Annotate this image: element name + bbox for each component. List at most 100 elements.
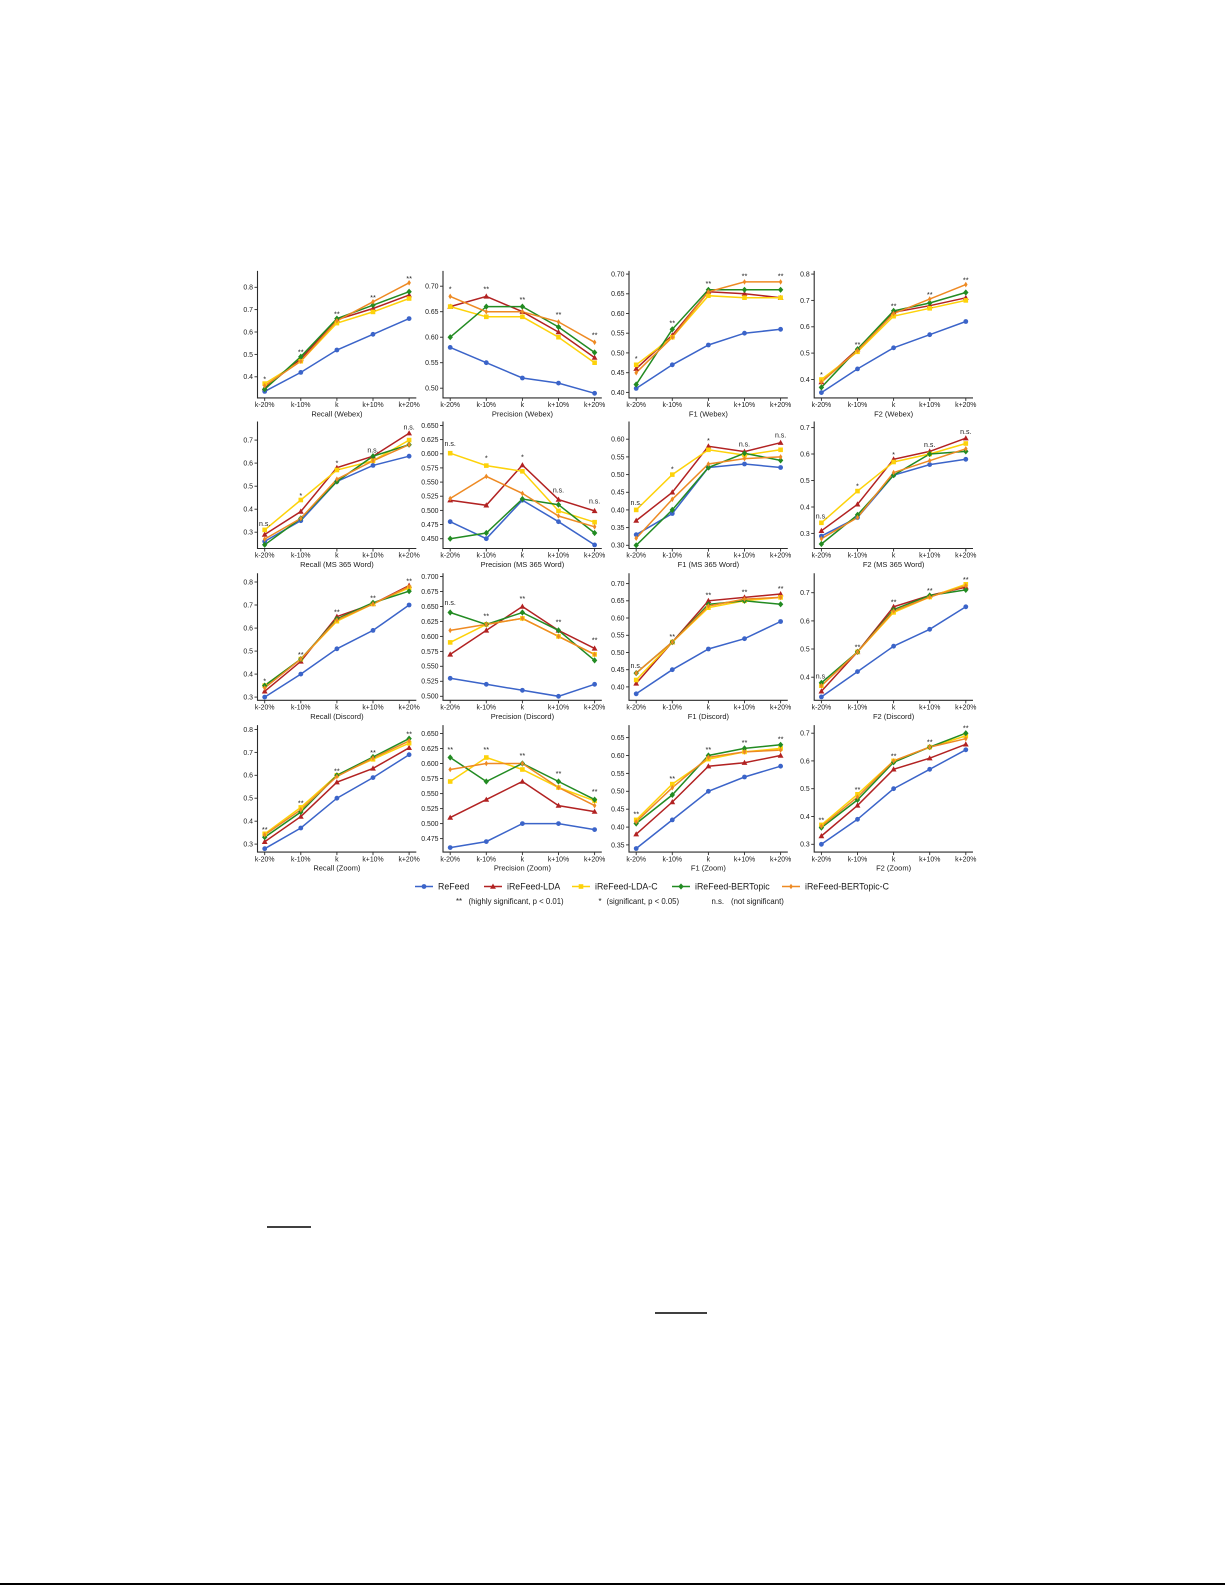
svg-text:0.8: 0.8 — [243, 727, 253, 734]
svg-text:0.550: 0.550 — [421, 480, 438, 487]
svg-text:k-10%: k-10% — [848, 402, 868, 409]
svg-text:**: ** — [334, 310, 340, 319]
svg-text:**: ** — [370, 594, 376, 603]
svg-text:F2 (Zoom): F2 (Zoom) — [876, 864, 912, 873]
svg-text:k+10%: k+10% — [919, 402, 940, 409]
svg-text:*: * — [707, 436, 710, 445]
svg-text:0.6: 0.6 — [800, 324, 810, 331]
svg-text:0.625: 0.625 — [421, 746, 438, 753]
svg-text:*: * — [671, 464, 674, 473]
svg-text:**: ** — [556, 618, 562, 627]
svg-text:0.40: 0.40 — [611, 507, 625, 514]
svg-text:**: ** — [334, 766, 340, 775]
svg-text:**: ** — [669, 774, 675, 783]
svg-text:0.500: 0.500 — [421, 821, 438, 828]
svg-text:k-20%: k-20% — [255, 856, 275, 863]
svg-text:0.600: 0.600 — [421, 761, 438, 768]
svg-text:**: ** — [334, 608, 340, 617]
svg-text:n.s.: n.s. — [960, 429, 971, 436]
svg-text:*: * — [599, 897, 602, 906]
svg-text:k+20%: k+20% — [584, 402, 605, 409]
svg-text:0.525: 0.525 — [421, 806, 438, 813]
svg-text:0.625: 0.625 — [421, 437, 438, 444]
svg-text:0.700: 0.700 — [421, 574, 438, 581]
svg-text:n.s.: n.s. — [367, 447, 378, 454]
svg-text:0.675: 0.675 — [421, 589, 438, 596]
svg-text:**: ** — [406, 274, 412, 283]
svg-text:0.6: 0.6 — [800, 451, 810, 458]
svg-text:k-10%: k-10% — [848, 856, 868, 863]
svg-text:F1 (Webex): F1 (Webex) — [689, 410, 729, 419]
svg-text:**: ** — [483, 612, 489, 621]
svg-text:k: k — [892, 553, 896, 560]
svg-text:F1 (Zoom): F1 (Zoom) — [691, 864, 727, 873]
svg-text:0.4: 0.4 — [800, 675, 810, 682]
svg-text:k+10%: k+10% — [548, 553, 569, 560]
svg-text:0.50: 0.50 — [425, 386, 439, 393]
svg-text:k-10%: k-10% — [291, 856, 311, 863]
svg-text:k-20%: k-20% — [440, 402, 460, 409]
svg-text:k-10%: k-10% — [663, 705, 683, 712]
svg-text:n.s.: n.s. — [712, 897, 725, 906]
svg-text:**: ** — [963, 724, 969, 733]
svg-text:(not significant): (not significant) — [731, 897, 784, 906]
svg-text:k-20%: k-20% — [812, 553, 832, 560]
svg-text:**: ** — [706, 591, 712, 600]
svg-text:*: * — [820, 370, 823, 379]
svg-text:k+20%: k+20% — [770, 553, 791, 560]
svg-text:0.5: 0.5 — [800, 351, 810, 358]
svg-text:0.50: 0.50 — [611, 472, 625, 479]
svg-text:k-20%: k-20% — [626, 553, 646, 560]
svg-text:0.650: 0.650 — [421, 604, 438, 611]
svg-text:0.70: 0.70 — [611, 581, 625, 588]
svg-text:*: * — [635, 354, 638, 363]
svg-text:0.55: 0.55 — [611, 454, 625, 461]
svg-text:k-20%: k-20% — [812, 402, 832, 409]
svg-text:k: k — [521, 705, 525, 712]
svg-text:**: ** — [963, 275, 969, 284]
svg-text:(significant, p < 0.05): (significant, p < 0.05) — [607, 897, 680, 906]
svg-text:0.7: 0.7 — [243, 438, 253, 445]
svg-text:k: k — [707, 553, 711, 560]
svg-text:ReFeed: ReFeed — [438, 882, 469, 892]
svg-text:0.4: 0.4 — [243, 819, 253, 826]
svg-text:0.650: 0.650 — [421, 731, 438, 738]
svg-text:0.6: 0.6 — [243, 329, 253, 336]
svg-text:0.5: 0.5 — [243, 796, 253, 803]
svg-text:k-20%: k-20% — [626, 705, 646, 712]
svg-text:k-10%: k-10% — [477, 705, 497, 712]
svg-text:0.5: 0.5 — [243, 484, 253, 491]
svg-text:k: k — [335, 705, 339, 712]
svg-text:0.3: 0.3 — [243, 695, 253, 702]
svg-text:Recall (MS 365 Word): Recall (MS 365 Word) — [300, 560, 374, 569]
svg-text:Precision (Discord): Precision (Discord) — [491, 712, 555, 721]
svg-text:0.550: 0.550 — [421, 664, 438, 671]
svg-text:0.6: 0.6 — [243, 773, 253, 780]
svg-text:*: * — [485, 453, 488, 462]
svg-text:k-10%: k-10% — [291, 705, 311, 712]
svg-text:**: ** — [778, 271, 784, 280]
svg-text:0.60: 0.60 — [611, 753, 625, 760]
svg-text:k-20%: k-20% — [440, 705, 460, 712]
svg-text:0.45: 0.45 — [611, 490, 625, 497]
svg-text:**: ** — [520, 594, 526, 603]
svg-text:0.8: 0.8 — [243, 285, 253, 292]
svg-text:0.65: 0.65 — [425, 309, 439, 316]
svg-text:k-10%: k-10% — [663, 402, 683, 409]
svg-text:k+20%: k+20% — [955, 553, 976, 560]
svg-text:k: k — [892, 402, 896, 409]
svg-text:k-10%: k-10% — [663, 856, 683, 863]
svg-text:**: ** — [819, 815, 825, 824]
svg-text:Precision (MS 365 Word): Precision (MS 365 Word) — [481, 560, 565, 569]
svg-text:n.s.: n.s. — [739, 441, 750, 448]
svg-text:k: k — [892, 856, 896, 863]
svg-text:0.65: 0.65 — [611, 291, 625, 298]
svg-text:0.35: 0.35 — [611, 842, 625, 849]
svg-text:**: ** — [927, 586, 933, 595]
svg-text:0.7: 0.7 — [800, 731, 810, 738]
svg-text:*: * — [263, 375, 266, 384]
svg-text:(highly significant, p < 0.01): (highly significant, p < 0.01) — [469, 897, 565, 906]
svg-text:**: ** — [370, 293, 376, 302]
svg-text:*: * — [335, 459, 338, 468]
svg-text:0.575: 0.575 — [421, 465, 438, 472]
